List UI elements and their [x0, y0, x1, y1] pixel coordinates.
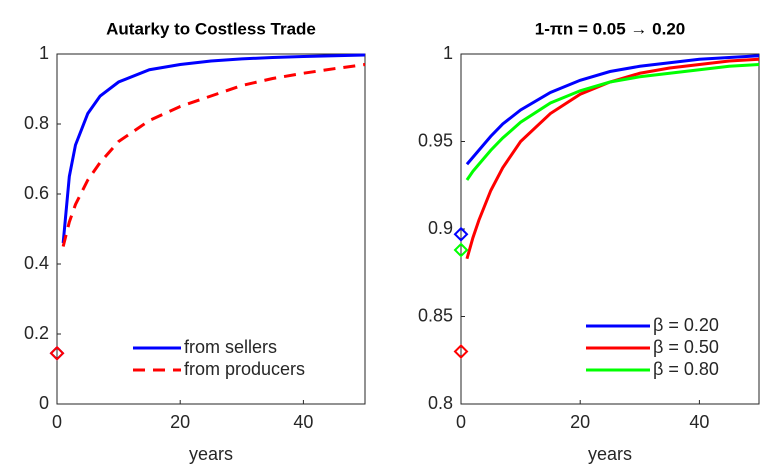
- series-line: [465, 54, 760, 166]
- y-tick-label: 0.8: [24, 113, 49, 133]
- y-tick-label: 0.9: [428, 218, 453, 238]
- y-tick-label: 0: [39, 393, 49, 413]
- series-line: [61, 63, 366, 247]
- start-marker: [49, 345, 65, 361]
- x-tick-label: 40: [689, 412, 709, 432]
- legend-label: β = 0.80: [653, 359, 719, 379]
- x-tick-label: 40: [293, 412, 313, 432]
- legend-label: from sellers: [184, 337, 277, 357]
- x-tick-label: 20: [170, 412, 190, 432]
- legend-label: from producers: [184, 359, 305, 379]
- series-line: [465, 63, 760, 181]
- start-marker: [453, 226, 469, 242]
- series-line: [465, 57, 760, 260]
- chart-title: 1-πn = 0.05 → 0.20: [535, 19, 686, 38]
- y-tick-label: 0.85: [418, 305, 453, 325]
- axes-box: [56, 53, 366, 405]
- start-marker: [453, 344, 469, 359]
- x-axis-label: years: [189, 444, 233, 464]
- y-tick-label: 0.6: [24, 183, 49, 203]
- y-tick-label: 0.8: [428, 393, 453, 413]
- y-tick-label: 0.95: [418, 130, 453, 150]
- legend-label: β = 0.50: [653, 337, 719, 357]
- x-axis-label: years: [588, 444, 632, 464]
- y-tick-label: 0.2: [24, 323, 49, 343]
- start-marker: [453, 242, 469, 258]
- y-tick-label: 1: [443, 43, 453, 63]
- x-tick-label: 20: [570, 412, 590, 432]
- legend-label: β = 0.20: [653, 315, 719, 335]
- y-tick-label: 1: [39, 43, 49, 63]
- x-tick-label: 0: [52, 412, 62, 432]
- chart-title: Autarky to Costless Trade: [106, 19, 316, 38]
- y-tick-label: 0.4: [24, 253, 49, 273]
- x-tick-label: 0: [456, 412, 466, 432]
- series-line: [61, 53, 366, 244]
